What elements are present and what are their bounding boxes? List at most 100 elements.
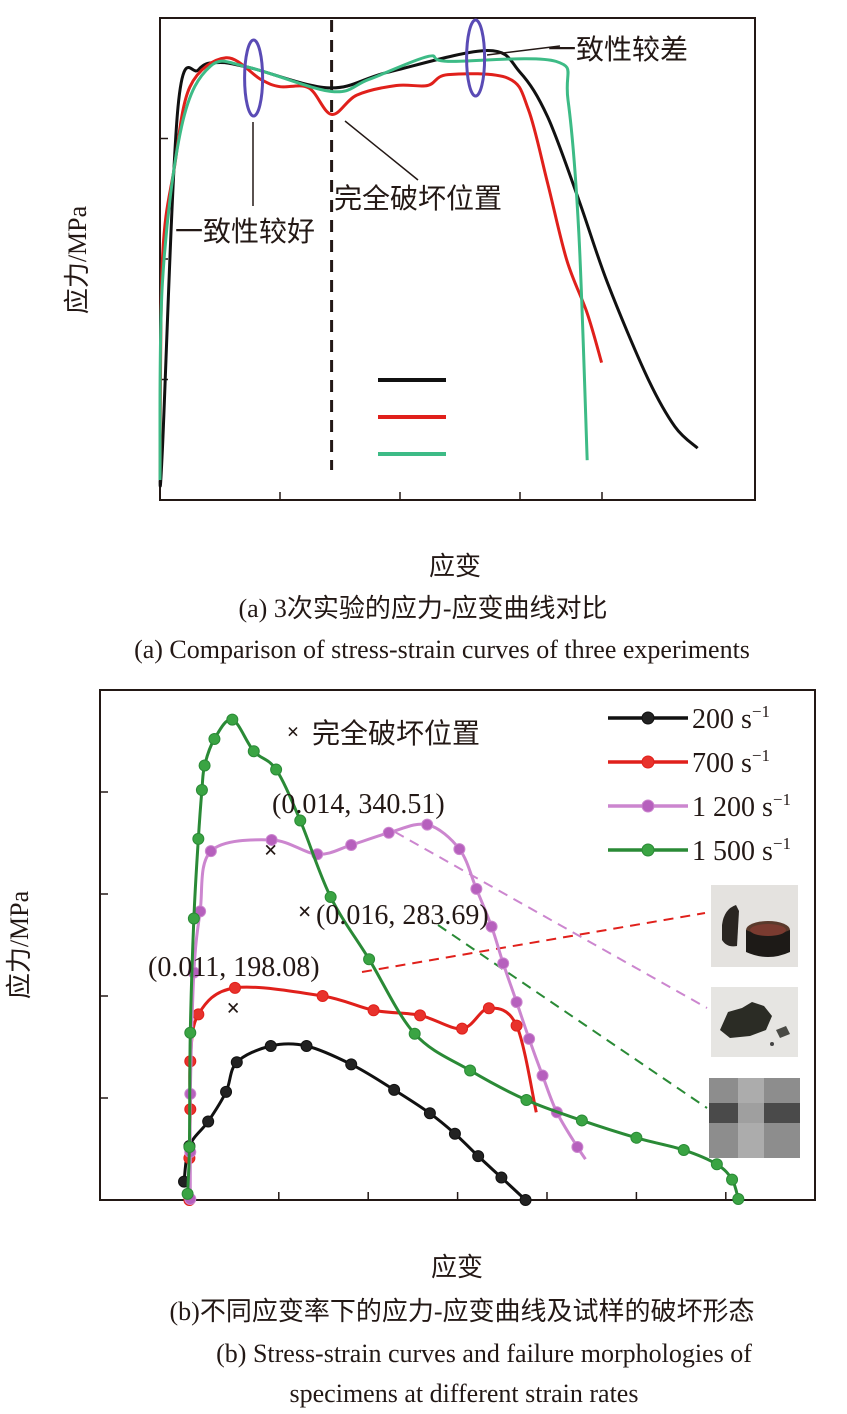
data-point-marker [523, 1032, 536, 1045]
data-point-marker [204, 845, 217, 858]
legend-label: 1 500 s−1 [692, 834, 791, 867]
failure-legend: × 完全破坏位置 [287, 718, 480, 750]
chart-a-y-axis-label: 应力/MPa [63, 205, 92, 314]
data-point-marker [485, 920, 498, 933]
data-point-marker [495, 1171, 508, 1184]
legend-exponent: −1 [752, 746, 770, 765]
poor-consistency-ellipse [465, 18, 487, 98]
specimen-photo-split [711, 885, 798, 967]
legend-exponent: −1 [773, 834, 791, 853]
chart-b-series [178, 713, 745, 1206]
data-point-marker [630, 1131, 643, 1144]
data-point-marker [726, 1173, 739, 1186]
data-point-marker [198, 759, 211, 772]
data-point-marker [324, 891, 337, 904]
chart-a-caption-en: (a) Comparison of stress-strain curves o… [134, 635, 750, 664]
good-consistency-ellipse [243, 38, 265, 118]
failure-x-icon: × [264, 838, 278, 864]
chart-a-series [158, 49, 699, 488]
data-point-marker [732, 1192, 745, 1205]
data-point-marker [192, 1008, 205, 1021]
chart-a-x-axis-label: 应变 [429, 552, 481, 581]
data-point-marker [363, 953, 376, 966]
data-point-marker [519, 1194, 532, 1206]
series-line [187, 985, 538, 1201]
data-point-marker [408, 1027, 421, 1040]
chart-b-annotations: (0.014, 340.51) (0.016, 283.69) (0.011, … [148, 789, 489, 983]
chart-b-y-axis-label: 应力/MPa [5, 890, 34, 999]
data-point-marker [423, 1107, 436, 1120]
data-point-marker [192, 832, 205, 845]
chart-a-legend [378, 378, 446, 456]
data-point-marker [220, 1085, 233, 1098]
specimen-photo-fragments [711, 987, 798, 1057]
data-point-marker [202, 1115, 215, 1128]
data-point-marker [520, 1094, 533, 1107]
data-point-marker [247, 745, 260, 758]
data-point-marker [226, 713, 239, 726]
specimen-photo-highspeed [709, 1078, 800, 1158]
data-point-marker [510, 1019, 523, 1032]
poor-consistency-label: 一致性较差 [548, 34, 688, 66]
poor-consistency-pointer [486, 45, 561, 56]
data-point-marker [536, 1069, 549, 1082]
failure-x-icon: × [287, 719, 300, 744]
data-point-marker [470, 882, 483, 895]
chart-b-failure-marks: × × × [226, 838, 311, 1022]
annotation-1500: (0.016, 283.69) [316, 900, 489, 931]
data-point-marker [464, 1064, 477, 1077]
data-point-marker [382, 826, 395, 839]
chart-b-annotation-leaders [361, 831, 708, 1109]
data-point-marker [345, 1058, 358, 1071]
legend-exponent: −1 [773, 790, 791, 809]
series-200 [178, 1039, 532, 1206]
data-point-marker [264, 1039, 277, 1052]
legend-marker [641, 843, 655, 857]
legend-label: 700 s−1 [692, 746, 770, 779]
data-point-marker [448, 1127, 461, 1140]
chart-b-caption-cn: (b)不同应变率下的应力-应变曲线及试样的破坏形态 [170, 1297, 755, 1326]
data-point-marker [265, 833, 278, 846]
chart-b-caption-en-1: (b) Stress-strain curves and failure mor… [216, 1339, 752, 1368]
series-line-3 [158, 54, 589, 481]
data-point-marker [300, 1039, 313, 1052]
chart-b-x-axis-label: 应变 [431, 1253, 483, 1282]
annotation-leader-1500 [437, 924, 708, 1109]
series-line-1 [158, 49, 699, 488]
series-1200 [184, 818, 587, 1205]
legend-unit: s [741, 704, 752, 735]
chart-a-ticks [160, 17, 756, 501]
data-point-marker [181, 1187, 194, 1200]
chart-a-caption-cn: (a) 3次实验的应力-应变曲线对比 [238, 594, 607, 623]
legend-rate: 1 200 [692, 792, 755, 823]
legend-unit: s [762, 792, 773, 823]
data-point-marker [571, 1140, 584, 1153]
series-1500 [181, 713, 745, 1205]
annotation-leader-700 [361, 912, 706, 973]
legend-label: 1 200 s−1 [692, 790, 791, 823]
legend-rate: 1 500 [692, 836, 755, 867]
data-point-marker [367, 1004, 380, 1017]
data-point-marker [195, 783, 208, 796]
chart-b-caption-en-2: specimens at different strain rates [290, 1379, 639, 1408]
data-point-marker [345, 839, 358, 852]
legend-unit: s [741, 748, 752, 779]
data-point-marker [270, 763, 283, 776]
data-point-marker [421, 818, 434, 831]
chart-a-annotations: 一致性较好 完全破坏位置 一致性较差 [175, 18, 688, 248]
data-point-marker [414, 1009, 427, 1022]
data-point-marker [677, 1144, 690, 1157]
data-point-marker [482, 1002, 495, 1015]
data-point-marker [187, 912, 200, 925]
data-point-marker [316, 990, 329, 1002]
data-point-marker [183, 1140, 196, 1153]
data-point-marker [230, 1056, 243, 1069]
data-point-marker [208, 732, 221, 745]
annotation-leader-1200 [394, 831, 708, 1009]
legend-exponent: −1 [752, 702, 770, 721]
data-point-marker [710, 1158, 723, 1171]
failure-x-icon: × [298, 899, 312, 925]
data-point-marker [388, 1083, 401, 1096]
